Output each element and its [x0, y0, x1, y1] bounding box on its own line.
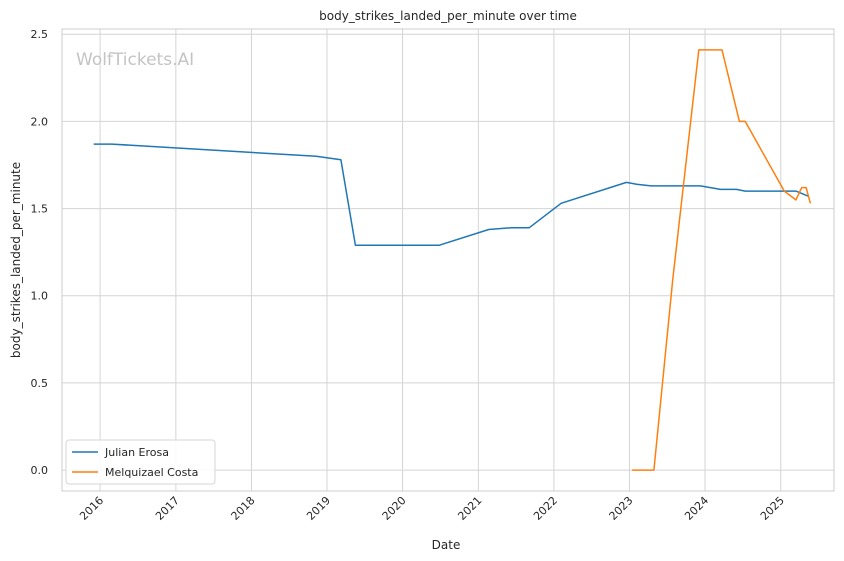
y-tick-label: 2.5 — [31, 28, 49, 41]
legend-label-melquizael-costa: Melquizael Costa — [105, 466, 198, 479]
x-tick-labels: 2016 2017 2018 2019 2020 2021 2022 2023 2024 2025 — [77, 494, 787, 523]
chart-title: body_strikes_landed_per_minute over time — [319, 9, 577, 23]
x-tick-label: 2023 — [607, 494, 636, 523]
series-line-julian-erosa — [93, 143, 810, 246]
x-tick-label: 2025 — [758, 494, 787, 523]
legend: Julian Erosa Melquizael Costa — [65, 439, 216, 485]
y-tick-label: 0.0 — [31, 464, 49, 477]
x-tick-label: 2021 — [455, 494, 484, 523]
y-tick-labels: 0.0 0.5 1.0 1.5 2.0 2.5 — [31, 28, 49, 477]
x-tick-label: 2020 — [380, 494, 409, 523]
y-tick-label: 1.5 — [31, 203, 49, 216]
y-tick-label: 2.0 — [31, 115, 49, 128]
series-lines — [93, 49, 812, 471]
y-axis-label: body_strikes_landed_per_minute — [9, 162, 23, 358]
x-tick-label: 2017 — [153, 494, 182, 523]
y-tick-label: 0.5 — [31, 377, 49, 390]
watermark: WolfTickets.AI — [76, 50, 194, 70]
x-tick-label: 2018 — [229, 494, 258, 523]
legend-label-julian-erosa: Julian Erosa — [104, 446, 169, 459]
x-tick-label: 2022 — [531, 494, 560, 523]
x-tick-label: 2016 — [77, 494, 106, 523]
series-line-melquizael-costa — [632, 49, 812, 471]
x-tick-label: 2019 — [304, 494, 333, 523]
x-axis-label: Date — [432, 538, 461, 552]
x-tick-label: 2024 — [682, 494, 711, 523]
y-tick-label: 1.0 — [31, 290, 49, 303]
legend-box — [65, 439, 216, 485]
plot-background — [61, 28, 835, 492]
